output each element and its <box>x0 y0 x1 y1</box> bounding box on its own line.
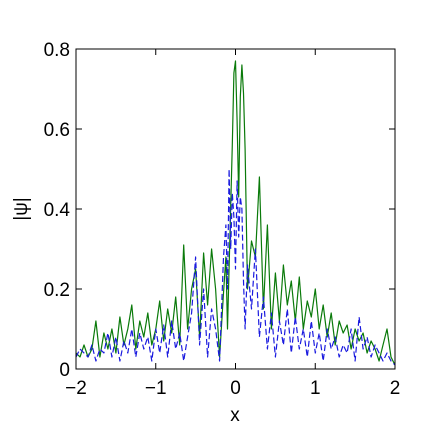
series-layer <box>75 60 396 366</box>
x-tick-label: −2 <box>65 378 87 399</box>
tick-layer: −2 −1 0 1 2 0 0.2 0.4 0.6 0.8 <box>44 40 401 399</box>
series-line-2 <box>75 168 396 366</box>
series-line-1 <box>75 60 396 366</box>
y-axis-label: |ψ| <box>11 197 32 220</box>
y-tick-label: 0 <box>59 360 70 381</box>
y-tick-label: 0.4 <box>44 200 71 221</box>
x-axis-label: x <box>230 405 240 426</box>
y-tick-label: 0.8 <box>44 40 70 61</box>
x-tick-label: −1 <box>145 378 167 399</box>
x-tick-label: 1 <box>310 378 321 399</box>
x-tick-label: 0 <box>230 378 241 399</box>
y-tick-label: 0.6 <box>44 120 70 141</box>
plot-area <box>76 49 395 369</box>
x-tick-label: 2 <box>390 378 401 399</box>
y-tick-label: 0.2 <box>44 280 70 301</box>
